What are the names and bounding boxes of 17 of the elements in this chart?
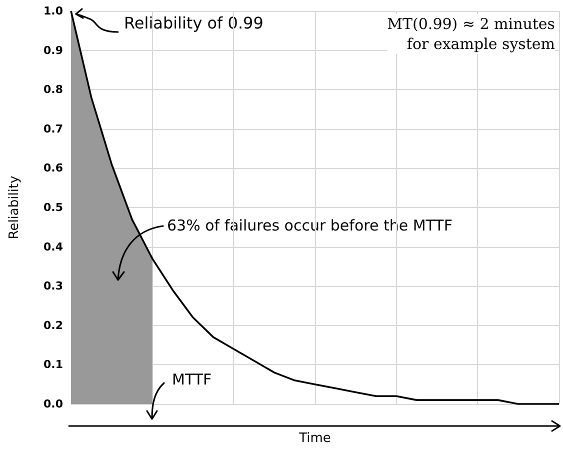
annotation: Reliability of 0.99 (124, 14, 264, 32)
y-axis-title: Reliability (7, 175, 22, 240)
y-tick-label: 0.6 (44, 162, 64, 175)
x-axis-title: Time (298, 431, 331, 446)
y-tick-label: 0.3 (44, 280, 63, 293)
y-tick-label: 0.9 (44, 44, 63, 57)
annotation: MTTF (172, 370, 212, 388)
y-tick-label: 0.7 (44, 122, 63, 136)
y-tick-label: 0.4 (44, 240, 64, 254)
y-tick-label: 0.0 (44, 398, 64, 410)
y-tick-label: 0.8 (44, 83, 63, 96)
y-tick-label: 0.2 (44, 318, 63, 332)
y-tick-label: 1.0 (44, 4, 64, 18)
y-tick-label: 0.5 (44, 201, 63, 214)
line-series (70, 10, 560, 405)
annotation: MT(0.99) ≈ 2 minutes for example system (387, 15, 555, 53)
y-tick-label: 0.1 (44, 358, 63, 372)
